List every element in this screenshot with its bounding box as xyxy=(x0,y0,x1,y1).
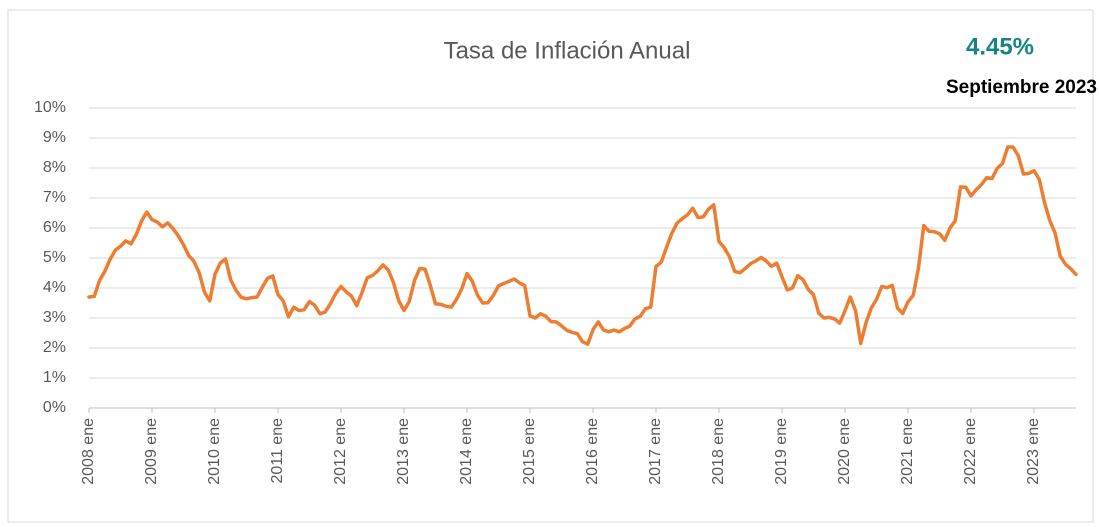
x-tick-label: 2009 ene xyxy=(143,418,160,485)
x-tick-label: 2022 ene xyxy=(962,418,979,485)
y-tick-label: 5% xyxy=(43,249,66,266)
y-tick-label: 6% xyxy=(43,219,66,236)
x-tick-label: 2017 ene xyxy=(647,418,664,485)
y-tick-label: 10% xyxy=(34,99,66,116)
x-tick-label: 2013 ene xyxy=(395,418,412,485)
y-tick-label: 7% xyxy=(43,189,66,206)
x-tick-label: 2015 ene xyxy=(521,418,538,485)
x-tick-label: 2011 ene xyxy=(269,418,286,484)
chart-frame xyxy=(7,9,1094,523)
inflation-line xyxy=(87,145,1078,346)
x-tick-label: 2014 ene xyxy=(458,418,475,485)
x-tick-label: 2020 ene xyxy=(836,418,853,485)
x-tick-label: 2023 ene xyxy=(1025,418,1042,485)
chart-title: Tasa de Inflación Anual xyxy=(444,37,691,64)
x-tick-label: 2019 ene xyxy=(773,418,790,485)
current-date: Septiembre 2023 xyxy=(946,77,1097,98)
y-tick-label: 2% xyxy=(43,339,66,356)
y-tick-label: 9% xyxy=(43,129,66,146)
current-value: 4.45% xyxy=(966,33,1034,60)
x-tick-label: 2012 ene xyxy=(332,418,349,485)
x-tick-label: 2018 ene xyxy=(710,418,727,485)
x-tick-label: 2008 ene xyxy=(80,418,97,485)
x-tick-label: 2016 ene xyxy=(584,418,601,485)
y-tick-label: 8% xyxy=(43,159,66,176)
y-tick-label: 4% xyxy=(43,279,66,296)
y-tick-label: 3% xyxy=(43,309,66,326)
x-tick-label: 2010 ene xyxy=(206,418,223,485)
x-tick-label: 2021 ene xyxy=(899,418,916,485)
y-tick-label: 1% xyxy=(43,369,66,386)
y-tick-label: 0% xyxy=(43,399,66,416)
